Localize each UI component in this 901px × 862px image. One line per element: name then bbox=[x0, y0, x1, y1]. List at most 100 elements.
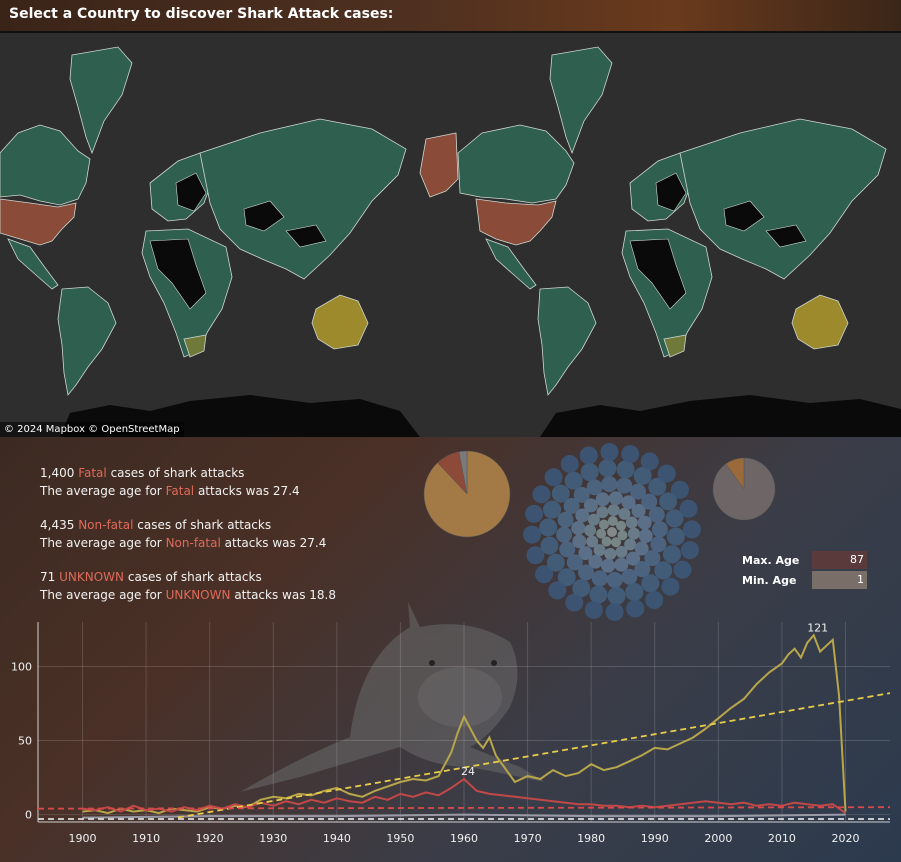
bubble[interactable] bbox=[543, 500, 562, 519]
bubble[interactable] bbox=[631, 503, 646, 518]
country-mexico[interactable] bbox=[7, 238, 59, 290]
bubble[interactable] bbox=[544, 468, 563, 487]
bubble[interactable] bbox=[607, 586, 626, 605]
asia-nodata-2[interactable] bbox=[285, 224, 327, 248]
bubble[interactable] bbox=[607, 527, 617, 537]
bubble[interactable] bbox=[584, 600, 603, 619]
bubble[interactable] bbox=[596, 506, 609, 519]
bubble[interactable] bbox=[563, 498, 580, 515]
bubble[interactable] bbox=[645, 590, 664, 609]
country-greenland-2[interactable] bbox=[549, 46, 613, 155]
series-line[interactable] bbox=[82, 777, 847, 814]
bubble[interactable] bbox=[682, 520, 701, 539]
bubble[interactable] bbox=[601, 476, 618, 493]
bubble[interactable] bbox=[608, 491, 623, 506]
bubble[interactable] bbox=[580, 463, 599, 482]
asia-nodata-4[interactable] bbox=[765, 224, 807, 248]
bubble[interactable] bbox=[564, 471, 583, 490]
bubble[interactable] bbox=[617, 530, 628, 541]
continent-south-america[interactable] bbox=[57, 286, 117, 396]
country-canada-2[interactable] bbox=[457, 124, 575, 204]
bubble[interactable] bbox=[584, 524, 597, 537]
bubble[interactable] bbox=[680, 541, 699, 560]
bubble[interactable] bbox=[557, 568, 576, 587]
europe-nodata[interactable] bbox=[175, 172, 207, 212]
bubble[interactable] bbox=[559, 541, 576, 558]
bubble[interactable] bbox=[565, 593, 584, 612]
country-canada[interactable] bbox=[0, 124, 91, 206]
bubble[interactable] bbox=[665, 509, 684, 528]
bubble[interactable] bbox=[551, 484, 570, 503]
bubble[interactable] bbox=[648, 477, 667, 496]
bubble[interactable] bbox=[598, 519, 609, 530]
bubble[interactable] bbox=[591, 570, 608, 587]
bubble[interactable] bbox=[560, 455, 579, 474]
bubble[interactable] bbox=[606, 571, 623, 588]
bubble[interactable] bbox=[595, 492, 610, 507]
bubble[interactable] bbox=[624, 538, 637, 551]
bubble[interactable] bbox=[535, 565, 554, 584]
country-greenland[interactable] bbox=[69, 46, 133, 155]
bubble[interactable] bbox=[625, 582, 644, 601]
bubble[interactable] bbox=[593, 544, 606, 557]
bubble[interactable] bbox=[626, 551, 641, 566]
bubble[interactable] bbox=[616, 520, 627, 531]
africa-nodata[interactable] bbox=[149, 238, 207, 310]
bubble[interactable] bbox=[604, 547, 617, 560]
bubble[interactable] bbox=[627, 527, 640, 540]
map-canvas[interactable] bbox=[0, 33, 901, 437]
world-map[interactable]: © 2024 Mapbox © OpenStreetMap bbox=[0, 33, 901, 437]
country-south-africa-2[interactable] bbox=[663, 334, 687, 358]
bubble[interactable] bbox=[644, 549, 661, 566]
bubble[interactable] bbox=[679, 499, 698, 518]
bubble[interactable] bbox=[650, 536, 667, 553]
bubble[interactable] bbox=[625, 516, 638, 529]
country-usa-2[interactable] bbox=[475, 198, 557, 246]
bubble[interactable] bbox=[615, 545, 628, 558]
bubble[interactable] bbox=[637, 515, 652, 530]
bubble[interactable] bbox=[633, 466, 652, 485]
bubble[interactable] bbox=[546, 553, 565, 572]
bubble[interactable] bbox=[523, 525, 542, 544]
bubble[interactable] bbox=[607, 504, 620, 517]
bubble[interactable] bbox=[621, 495, 636, 510]
bubble[interactable] bbox=[573, 486, 590, 503]
country-australia-2[interactable] bbox=[791, 294, 849, 350]
country-australia[interactable] bbox=[311, 294, 369, 350]
bubble[interactable] bbox=[659, 492, 678, 511]
asia-nodata-1[interactable] bbox=[243, 200, 285, 232]
bubble[interactable] bbox=[556, 526, 573, 543]
bubble[interactable] bbox=[654, 561, 673, 580]
pie-chart-attack-types[interactable] bbox=[423, 450, 511, 538]
bubble[interactable] bbox=[666, 527, 685, 546]
continent-south-america-2[interactable] bbox=[537, 286, 597, 396]
country-usa-alaska[interactable] bbox=[419, 132, 459, 198]
country-mexico-2[interactable] bbox=[485, 238, 537, 290]
bubble[interactable] bbox=[601, 558, 616, 573]
bubble[interactable] bbox=[651, 521, 668, 538]
bubble[interactable] bbox=[571, 521, 586, 536]
bubble[interactable] bbox=[641, 493, 658, 510]
bubble[interactable] bbox=[607, 516, 618, 527]
bubble[interactable] bbox=[532, 485, 551, 504]
bubble[interactable] bbox=[575, 508, 590, 523]
bubble[interactable] bbox=[670, 480, 689, 499]
bubble[interactable] bbox=[601, 536, 612, 547]
bubble[interactable] bbox=[621, 568, 638, 585]
bubble[interactable] bbox=[598, 459, 617, 478]
bubble[interactable] bbox=[525, 504, 544, 523]
bubble[interactable] bbox=[572, 534, 587, 549]
bubble[interactable] bbox=[605, 602, 624, 621]
bubble[interactable] bbox=[578, 546, 593, 561]
bubble[interactable] bbox=[662, 545, 681, 564]
bubble[interactable] bbox=[673, 560, 692, 579]
country-usa[interactable] bbox=[0, 198, 77, 246]
bubble[interactable] bbox=[586, 535, 599, 548]
bubble[interactable] bbox=[626, 599, 645, 618]
pie-slice[interactable] bbox=[725, 457, 745, 490]
bubble[interactable] bbox=[566, 554, 583, 571]
bubble[interactable] bbox=[657, 464, 676, 483]
bubble[interactable] bbox=[634, 561, 651, 578]
attacks-over-time-chart[interactable]: 1900 1910 1920 1930 1940 1950 1960 1970 1980 1990… bbox=[11, 621, 891, 845]
pie-slice[interactable] bbox=[458, 450, 468, 495]
